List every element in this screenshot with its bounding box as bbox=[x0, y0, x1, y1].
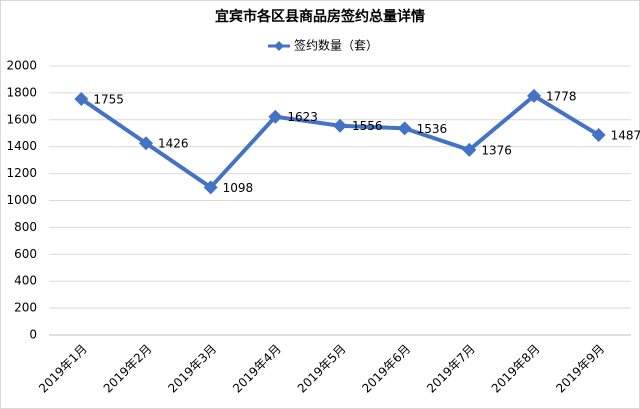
data-label: 1426 bbox=[158, 137, 189, 151]
y-tick-label: 0 bbox=[29, 328, 37, 342]
data-label: 1098 bbox=[223, 181, 254, 195]
y-tick-label: 400 bbox=[14, 274, 37, 288]
y-tick-label: 1200 bbox=[6, 166, 37, 180]
y-tick-label: 1000 bbox=[6, 193, 37, 207]
y-tick-label: 1400 bbox=[6, 139, 37, 153]
data-label: 1487 bbox=[611, 128, 640, 142]
data-label: 1536 bbox=[417, 122, 448, 136]
y-tick-label: 200 bbox=[14, 301, 37, 315]
data-label: 1778 bbox=[546, 89, 577, 103]
point-marker bbox=[203, 180, 218, 195]
data-label: 1623 bbox=[287, 110, 318, 124]
point-marker bbox=[139, 136, 153, 151]
point-marker bbox=[74, 91, 89, 106]
point-marker bbox=[268, 109, 283, 124]
y-tick-label: 1600 bbox=[6, 112, 37, 126]
y-tick-label: 2000 bbox=[6, 59, 37, 73]
chart-title: 宜宾市各区县商品房签约总量详情 bbox=[215, 8, 425, 25]
point-marker bbox=[333, 118, 347, 133]
y-tick-label: 1800 bbox=[6, 85, 37, 99]
point-marker bbox=[462, 142, 477, 157]
legend-label: 签约数量（套） bbox=[294, 38, 378, 53]
point-marker bbox=[527, 88, 541, 103]
data-label: 1755 bbox=[93, 92, 124, 106]
y-tick-label: 800 bbox=[14, 220, 37, 234]
legend-marker bbox=[274, 41, 284, 51]
point-marker bbox=[397, 121, 412, 136]
y-tick-label: 600 bbox=[14, 247, 37, 261]
data-label: 1556 bbox=[352, 119, 383, 133]
point-marker bbox=[591, 127, 606, 142]
data-label: 1376 bbox=[481, 143, 512, 157]
